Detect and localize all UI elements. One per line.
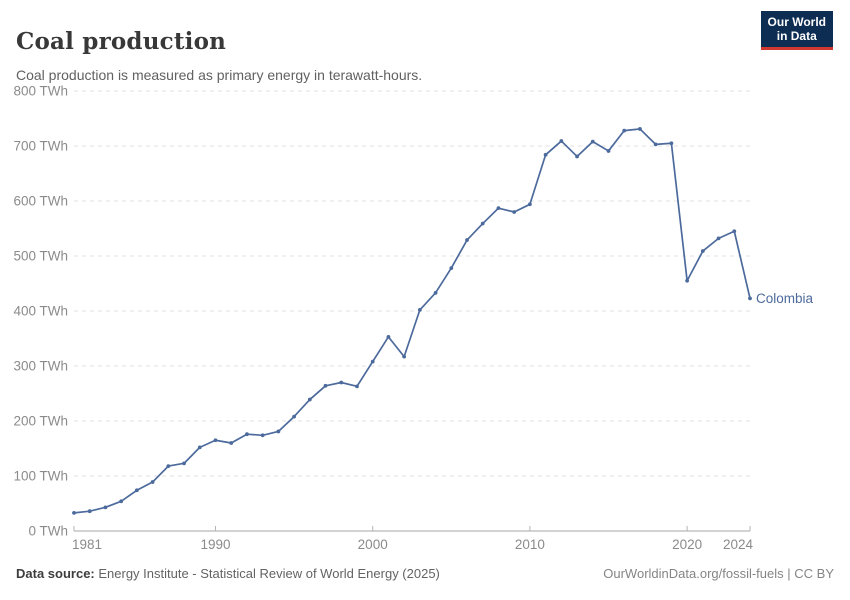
owid-logo[interactable]: Our World in Data — [760, 11, 833, 50]
y-axis-label: 100 TWh — [13, 469, 68, 484]
data-point[interactable] — [339, 380, 344, 385]
data-point[interactable] — [700, 249, 705, 253]
data-point[interactable] — [669, 141, 674, 146]
data-point[interactable] — [355, 384, 359, 389]
data-point[interactable] — [292, 414, 296, 419]
y-axis-label: 200 TWh — [13, 414, 68, 429]
data-point[interactable] — [606, 149, 611, 153]
data-point[interactable] — [575, 154, 579, 159]
data-point[interactable] — [653, 142, 658, 147]
x-axis-label: 2020 — [672, 537, 702, 552]
x-axis-label: 1990 — [200, 537, 230, 552]
data-source-text: Energy Institute - Statistical Review of… — [94, 566, 440, 581]
data-point[interactable] — [449, 266, 454, 270]
owid-logo-line2: in Data — [776, 29, 817, 43]
data-point[interactable] — [433, 290, 438, 295]
data-point[interactable] — [543, 152, 548, 157]
data-point[interactable] — [402, 354, 407, 359]
data-point[interactable] — [559, 139, 564, 143]
data-point[interactable] — [622, 128, 627, 133]
data-point[interactable] — [417, 308, 422, 312]
data-point[interactable] — [732, 229, 737, 234]
x-axis-label: 1981 — [72, 537, 102, 552]
y-axis-label: 800 TWh — [13, 84, 68, 99]
footer-separator: | — [783, 566, 795, 581]
footer-links: OurWorldinData.org/fossil-fuels | CC BY — [603, 566, 834, 581]
x-axis-label: 2024 — [723, 537, 754, 552]
chart-subtitle: Coal production is measured as primary e… — [16, 67, 423, 83]
data-point[interactable] — [480, 221, 485, 226]
data-point[interactable] — [386, 334, 391, 339]
y-axis-label: 600 TWh — [13, 194, 68, 209]
license-link[interactable]: CC BY — [794, 566, 834, 581]
data-point[interactable] — [72, 510, 76, 515]
data-point[interactable] — [87, 509, 92, 514]
data-point[interactable] — [103, 505, 108, 510]
data-point[interactable] — [197, 445, 202, 450]
data-point[interactable] — [512, 210, 517, 214]
plot-area[interactable] — [74, 81, 750, 531]
y-axis-label: 0 TWh — [28, 524, 68, 539]
data-point[interactable] — [685, 278, 690, 283]
data-point[interactable] — [260, 433, 265, 438]
data-point[interactable] — [496, 206, 501, 211]
data-point[interactable] — [323, 383, 328, 388]
data-point[interactable] — [134, 488, 139, 493]
x-axis-label: 2000 — [358, 537, 388, 552]
page-title: Coal production — [16, 28, 227, 56]
data-source: Data source: Energy Institute - Statisti… — [16, 566, 440, 581]
y-axis-label: 700 TWh — [13, 139, 68, 154]
data-point[interactable] — [638, 127, 642, 131]
chart-footer: Data source: Energy Institute - Statisti… — [16, 566, 834, 581]
x-axis-label: 2010 — [515, 537, 545, 552]
data-point[interactable] — [119, 499, 124, 504]
data-point[interactable] — [590, 139, 595, 144]
data-point[interactable] — [213, 438, 218, 443]
data-point[interactable] — [307, 397, 312, 402]
owid-logo-line1: Our World — [767, 15, 826, 29]
data-line[interactable] — [73, 128, 751, 514]
data-point[interactable] — [182, 461, 186, 466]
y-axis-label: 400 TWh — [13, 304, 68, 319]
data-point[interactable] — [370, 359, 375, 364]
data-source-label: Data source: — [16, 566, 95, 581]
data-point[interactable] — [465, 238, 469, 242]
data-point[interactable] — [276, 429, 281, 434]
data-point[interactable] — [528, 202, 532, 207]
owid-url-link[interactable]: OurWorldinData.org/fossil-fuels — [603, 566, 784, 581]
data-point[interactable] — [716, 236, 721, 241]
entity-label: Colombia — [756, 291, 814, 306]
data-point[interactable] — [150, 480, 155, 484]
data-point[interactable] — [229, 441, 234, 445]
y-axis-label: 300 TWh — [13, 359, 68, 374]
data-point[interactable] — [166, 464, 171, 468]
y-axis-label: 500 TWh — [13, 249, 68, 264]
data-point[interactable] — [748, 296, 752, 301]
data-point[interactable] — [245, 432, 249, 437]
